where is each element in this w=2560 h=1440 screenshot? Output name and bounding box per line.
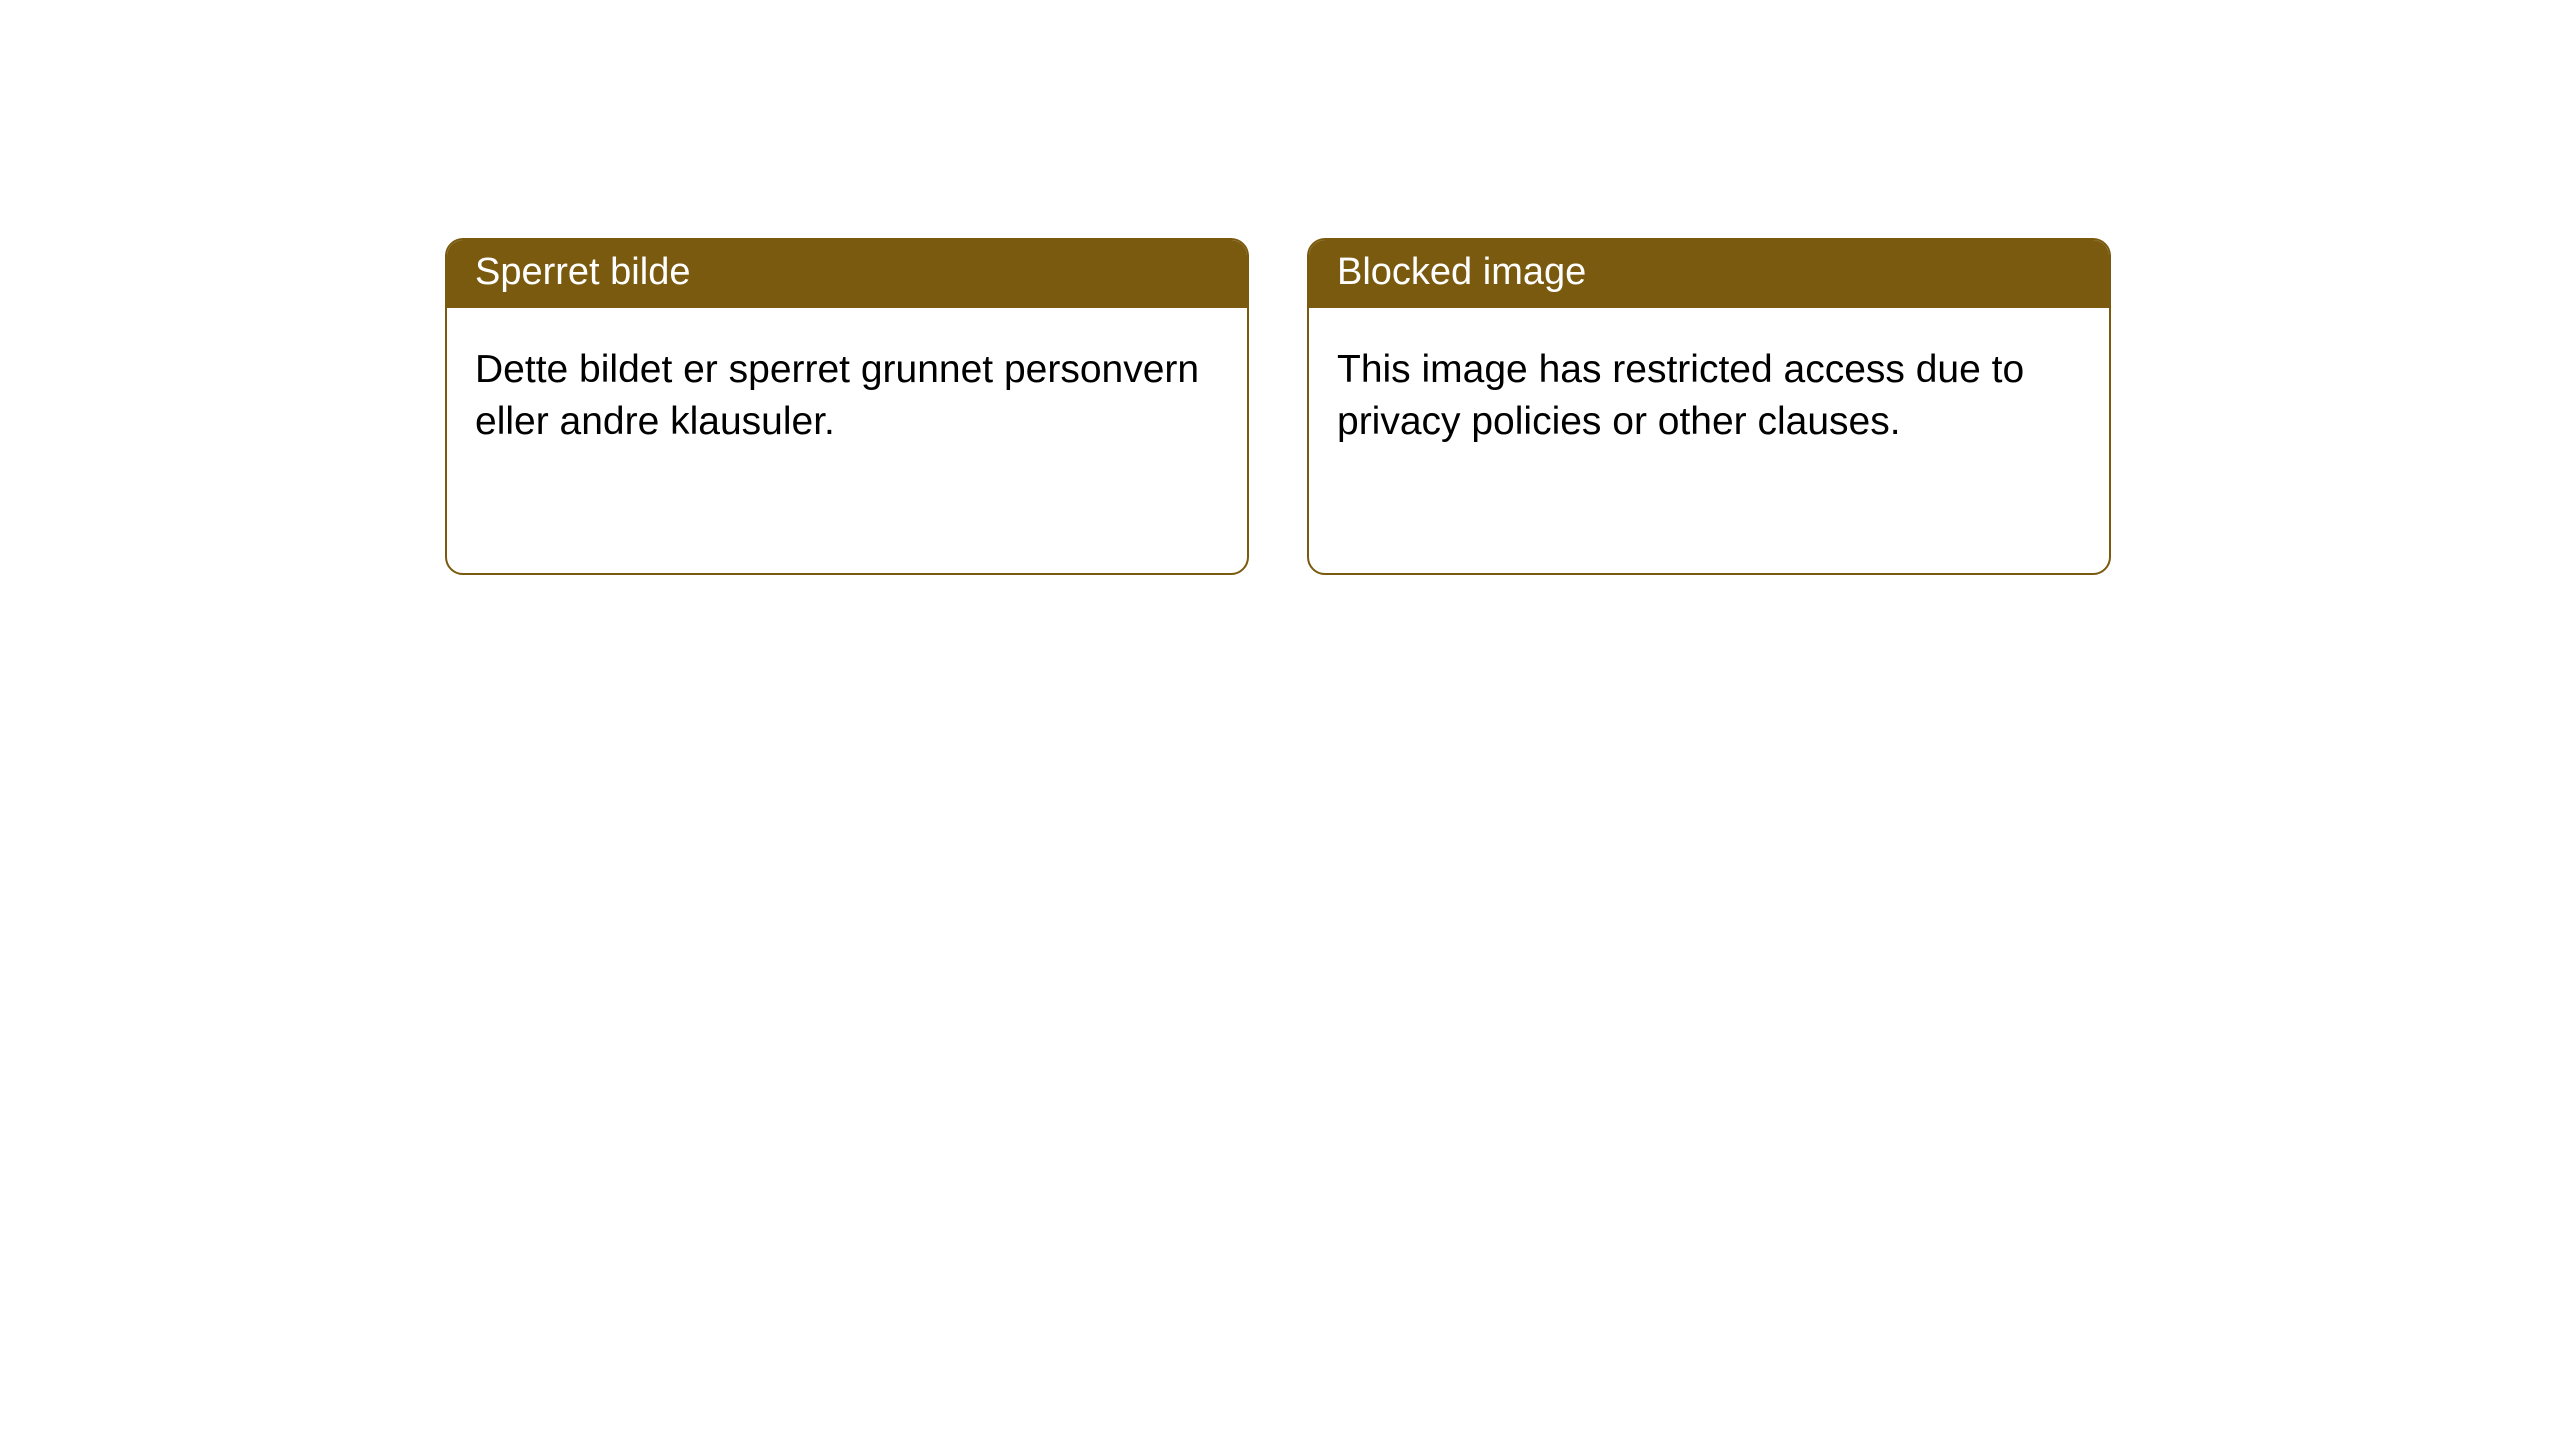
card-title: Blocked image xyxy=(1337,251,1586,293)
card-body: Dette bildet er sperret grunnet personve… xyxy=(447,308,1247,485)
card-title: Sperret bilde xyxy=(475,251,690,293)
card-body-text: This image has restricted access due to … xyxy=(1337,348,2024,443)
card-header: Sperret bilde xyxy=(447,240,1247,308)
card-header: Blocked image xyxy=(1309,240,2109,308)
blocked-image-card-no: Sperret bilde Dette bildet er sperret gr… xyxy=(445,238,1249,575)
card-body-text: Dette bildet er sperret grunnet personve… xyxy=(475,348,1199,443)
notice-cards-container: Sperret bilde Dette bildet er sperret gr… xyxy=(0,0,2560,575)
card-body: This image has restricted access due to … xyxy=(1309,308,2109,485)
blocked-image-card-en: Blocked image This image has restricted … xyxy=(1307,238,2111,575)
